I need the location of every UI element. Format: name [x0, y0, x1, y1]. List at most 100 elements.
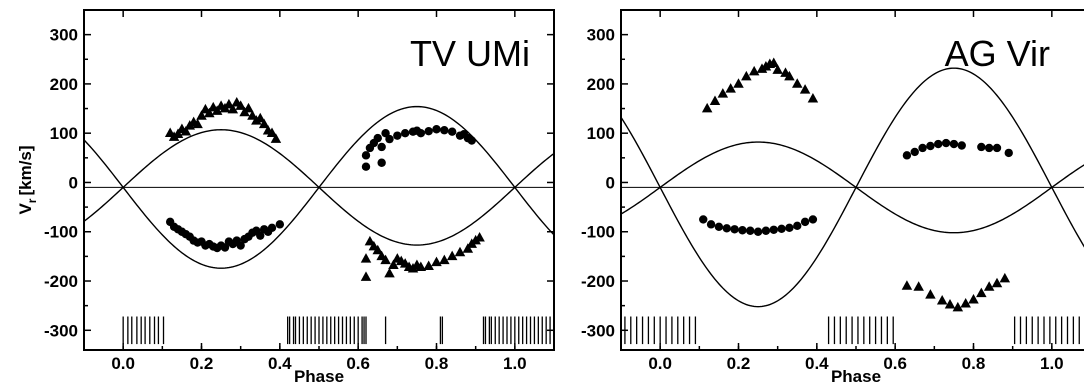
data-point-circle	[377, 158, 386, 167]
data-point-circle	[984, 143, 994, 153]
y-tick-label: 200	[587, 75, 615, 94]
data-point-circle	[926, 141, 935, 151]
data-point-triangle	[380, 254, 391, 265]
data-point-circle	[777, 224, 786, 233]
data-point-circle	[902, 151, 912, 160]
data-point-circle	[447, 127, 457, 136]
data-point-circle	[220, 243, 230, 252]
data-point-triangle	[925, 289, 936, 299]
y-tick-label: 0	[606, 173, 615, 192]
data-point-circle	[769, 225, 778, 234]
model-curve-triangle	[621, 67, 1084, 308]
data-point-circle	[381, 128, 390, 138]
data-point-triangle	[439, 254, 450, 265]
data-point-triangle	[474, 231, 485, 242]
data-point-circle	[722, 224, 731, 233]
data-point-triangle	[768, 57, 779, 68]
data-point-circle	[256, 231, 265, 240]
y-tick-label: 100	[587, 124, 615, 143]
data-point-triangle	[266, 127, 278, 137]
data-point-triangle	[204, 107, 215, 118]
data-point-triangle	[741, 70, 752, 81]
x-tick-label: 0.6	[883, 354, 907, 373]
data-point-triangle	[952, 301, 964, 312]
data-point-circle	[361, 151, 371, 160]
data-point-circle	[373, 133, 382, 143]
x-tick-label: 0.2	[190, 354, 214, 373]
data-point-triangle	[807, 92, 819, 103]
data-point-triangle	[991, 277, 1003, 288]
data-point-circle	[761, 226, 771, 235]
y-axis-title-symbol: V	[16, 203, 35, 215]
x-tick-label: 0.8	[425, 354, 449, 373]
data-point-triangle	[255, 112, 266, 123]
data-point-triangle	[192, 118, 203, 129]
data-point-circle	[267, 223, 277, 232]
data-point-triangle	[999, 272, 1011, 283]
star-name-label: TV UMi	[410, 33, 530, 74]
x-tick-label: 0.2	[727, 354, 751, 373]
data-point-triangle	[792, 78, 803, 88]
data-point-circle	[1004, 148, 1013, 158]
data-point-triangle	[717, 88, 729, 98]
y-axis-title-unit: [km/s]	[16, 145, 35, 195]
panel-tv-umi: TV UMi Vr [km/s] Phase 0.0 0.2 0.4 0.6 0.8 1.0…	[16, 9, 555, 384]
y-tick-label: 300	[587, 26, 615, 45]
svg-text:Vr[km/s]: Vr [km/s]	[16, 145, 39, 214]
data-point-circle	[236, 241, 245, 250]
data-point-circle	[385, 134, 394, 144]
x-axis-title: Phase	[831, 367, 881, 384]
data-point-circle	[440, 126, 449, 135]
data-point-triangle	[235, 100, 246, 110]
y-tick-label: -300	[44, 321, 78, 340]
x-tick-label: 0.4	[268, 354, 292, 373]
data-point-circle	[416, 128, 426, 138]
x-tick-label: 0.0	[648, 354, 672, 373]
data-point-triangle	[180, 126, 192, 136]
data-point-triangle	[454, 246, 466, 257]
data-point-triangle	[172, 128, 184, 138]
data-point-circle	[275, 220, 285, 229]
data-point-circle	[992, 143, 1002, 153]
x-tick-label: 0.0	[111, 354, 135, 373]
data-point-circle	[467, 136, 476, 145]
data-point-circle	[432, 125, 441, 134]
x-tick-label: 0.4	[805, 354, 829, 373]
x-tick-label: 0.8	[962, 354, 986, 373]
data-point-circle	[800, 217, 810, 227]
data-point-triangle	[372, 244, 383, 255]
data-point-circle	[393, 131, 402, 140]
x-tick-label: 1.0	[503, 354, 527, 373]
data-point-triangle	[913, 281, 924, 291]
data-point-triangle	[976, 287, 987, 298]
y-tick-label: -200	[44, 272, 78, 291]
data-point-triangle	[243, 102, 254, 113]
data-point-triangle	[388, 259, 399, 270]
y-axis-title-subscript: r	[25, 198, 39, 203]
data-point-triangle	[968, 294, 979, 304]
data-point-triangle	[211, 105, 223, 115]
data-point-circle	[738, 226, 747, 235]
data-point-triangle	[415, 261, 427, 272]
data-point-triangle	[772, 64, 783, 74]
data-point-circle	[793, 221, 802, 231]
data-point-triangle	[733, 78, 744, 88]
data-point-circle	[400, 128, 410, 138]
data-point-triangle	[196, 110, 207, 120]
data-point-circle	[910, 147, 919, 157]
y-tick-label: 200	[50, 75, 78, 94]
data-point-triangle	[364, 235, 376, 246]
data-point-triangle	[799, 84, 811, 94]
x-tick-label: 1.0	[1040, 354, 1064, 373]
panel-ag-vir: AG Vir Phase 0.0 0.2 0.4 0.6 0.8 1.0 300 200 100…	[581, 9, 1084, 384]
data-point-circle	[361, 162, 371, 171]
y-tick-label: 0	[69, 173, 78, 192]
x-axis-title: Phase	[294, 367, 344, 384]
data-point-triangle	[258, 118, 270, 129]
data-point-triangle	[960, 297, 971, 308]
data-point-triangle	[223, 98, 235, 109]
data-point-circle	[941, 138, 951, 148]
data-point-circle	[714, 222, 724, 232]
data-point-triangle	[748, 65, 760, 76]
